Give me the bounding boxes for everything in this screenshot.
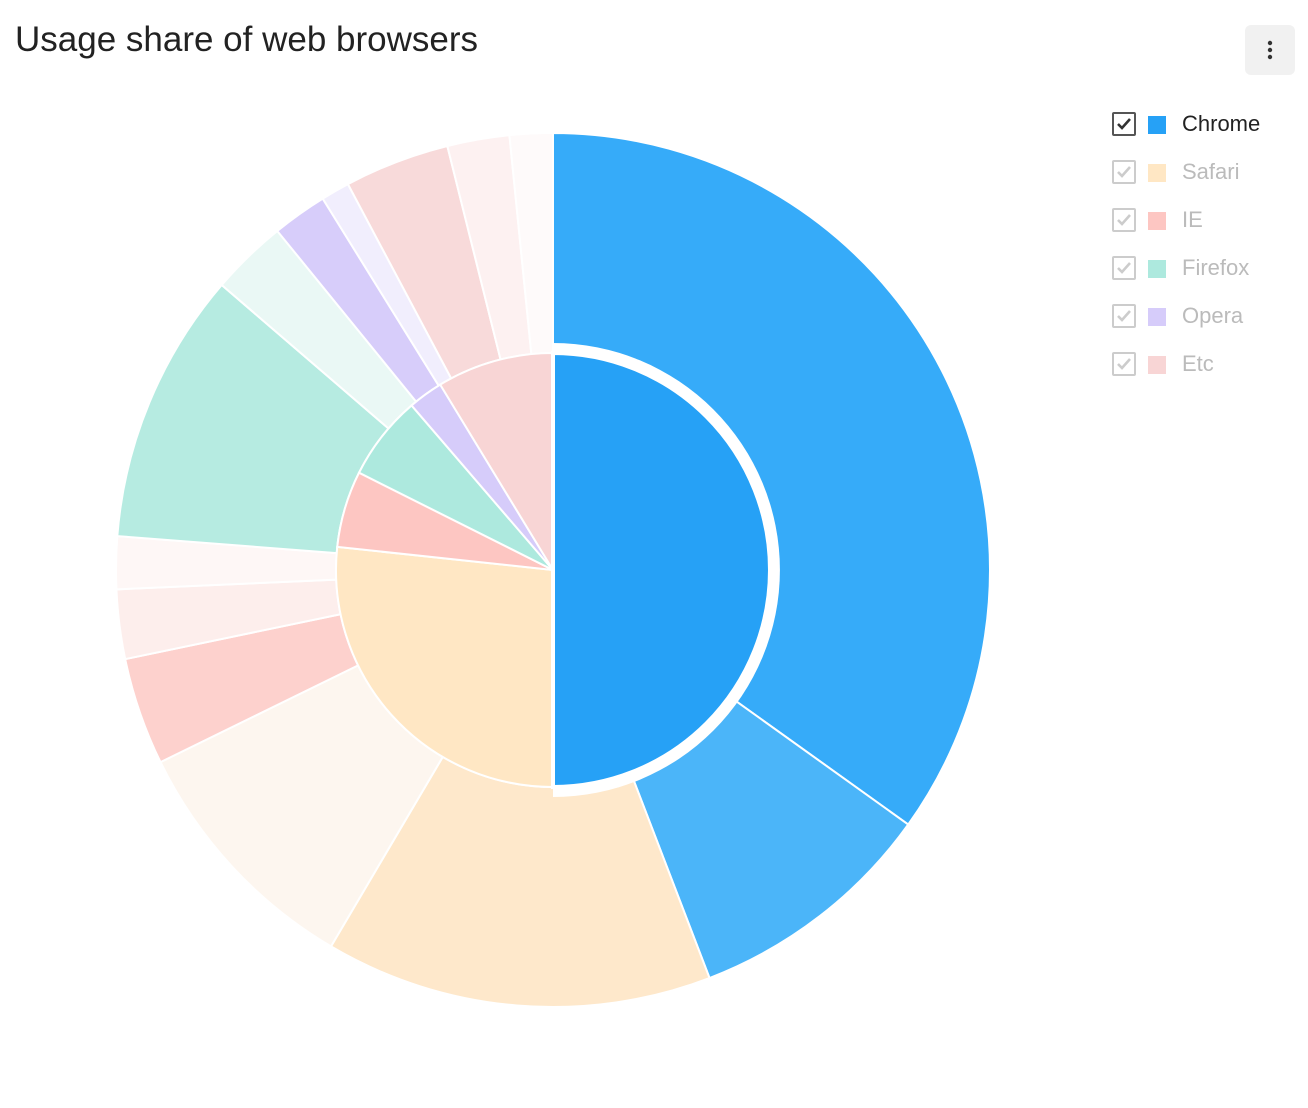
checkmark-icon bbox=[1117, 166, 1131, 178]
legend-swatch bbox=[1148, 356, 1166, 374]
checkmark-icon bbox=[1117, 214, 1131, 226]
legend-item-ie[interactable]: IE bbox=[1112, 204, 1292, 252]
chart-title: Usage share of web browsers bbox=[15, 20, 478, 59]
legend-checkbox[interactable] bbox=[1112, 352, 1136, 376]
chart-menu-button[interactable] bbox=[1245, 25, 1295, 75]
checkmark-icon bbox=[1117, 310, 1131, 322]
checkmark-icon bbox=[1117, 358, 1131, 370]
legend-item-chrome[interactable]: Chrome bbox=[1112, 108, 1292, 156]
legend-label: Safari bbox=[1182, 159, 1240, 184]
legend-label: Etc bbox=[1182, 351, 1214, 376]
legend-label: Firefox bbox=[1182, 255, 1250, 280]
legend-item-safari[interactable]: Safari bbox=[1112, 156, 1292, 204]
nested-donut-chart bbox=[115, 131, 991, 1008]
legend-swatch bbox=[1148, 116, 1166, 134]
legend-checkbox[interactable] bbox=[1112, 160, 1136, 184]
legend-label: Chrome bbox=[1182, 111, 1261, 136]
checkmark-icon bbox=[1117, 118, 1131, 130]
inner-slice-safari[interactable] bbox=[335, 545, 554, 789]
legend-swatch bbox=[1148, 212, 1166, 230]
inner-slice-chrome-selected[interactable] bbox=[551, 350, 772, 790]
legend-checkbox[interactable] bbox=[1112, 208, 1136, 232]
vertical-dots-icon bbox=[1267, 40, 1273, 60]
legend-label: IE bbox=[1182, 207, 1203, 232]
legend-item-etc[interactable]: Etc bbox=[1112, 348, 1292, 396]
legend-checkbox[interactable] bbox=[1112, 304, 1136, 328]
legend-checkbox[interactable] bbox=[1112, 256, 1136, 280]
legend-swatch bbox=[1148, 164, 1166, 182]
legend-item-opera[interactable]: Opera bbox=[1112, 300, 1292, 348]
inner-slice-etc[interactable] bbox=[438, 351, 554, 574]
chart-legend: Chrome Safari IE Firefox Opera Etc bbox=[1112, 108, 1292, 396]
legend-checkbox[interactable] bbox=[1112, 112, 1136, 136]
legend-label: Opera bbox=[1182, 303, 1244, 328]
legend-swatch bbox=[1148, 260, 1166, 278]
legend-item-firefox[interactable]: Firefox bbox=[1112, 252, 1292, 300]
legend-swatch bbox=[1148, 308, 1166, 326]
checkmark-icon bbox=[1117, 262, 1131, 274]
